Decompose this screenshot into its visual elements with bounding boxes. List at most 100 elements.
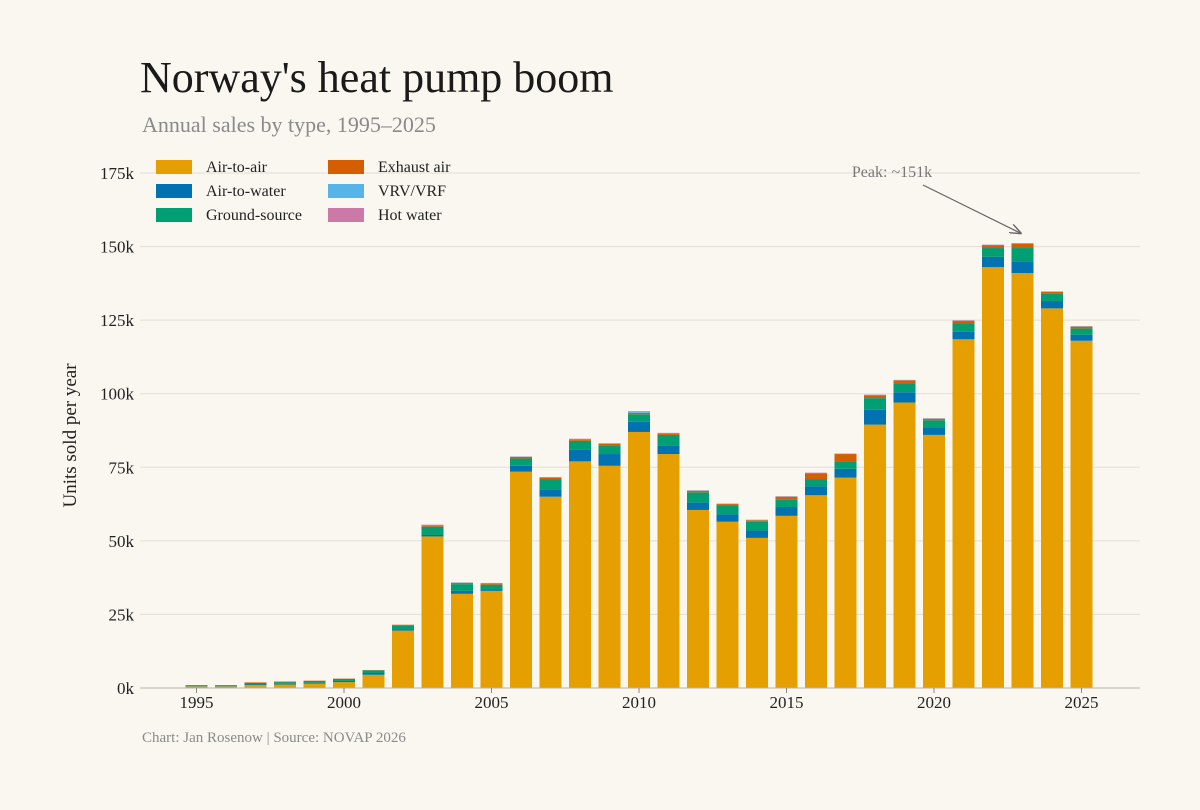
bar-segment: [392, 624, 414, 626]
legend-label: Exhaust air: [378, 159, 451, 176]
bar-segment: [1041, 301, 1063, 309]
bars: [185, 243, 1093, 688]
bar-segment: [451, 590, 473, 594]
bar-segment: [1041, 293, 1063, 302]
y-tick-label: 125k: [100, 311, 135, 330]
bar-segment: [215, 685, 237, 687]
bar-segment: [244, 684, 267, 686]
bar-segment: [923, 418, 945, 421]
bar-segment: [864, 409, 886, 425]
bar-segment: [539, 496, 562, 688]
bar-segment: [864, 395, 886, 399]
bar-segment: [775, 515, 798, 688]
x-tick-label: 1995: [180, 693, 214, 712]
bar-segment: [510, 471, 532, 688]
bar-segment: [1011, 248, 1034, 262]
bar-segment: [923, 420, 945, 428]
x-tick-label: 2025: [1065, 693, 1099, 712]
bar-segment: [657, 434, 680, 446]
bar-segment: [185, 686, 208, 688]
bar-segment: [982, 248, 1004, 257]
bar-segment: [1041, 308, 1063, 688]
bar-segment: [746, 520, 768, 522]
bar-segment: [451, 584, 473, 591]
bar-segment: [510, 458, 532, 466]
bar-segment: [923, 427, 945, 435]
bar-segment: [716, 521, 739, 688]
bar-segment: [982, 267, 1004, 688]
bar-segment: [569, 461, 591, 688]
bar-segment: [923, 434, 945, 688]
legend-swatch: [156, 160, 192, 174]
legend-label: Air-to-air: [206, 159, 268, 176]
bar-segment: [1070, 326, 1093, 329]
bar-segment: [893, 383, 916, 393]
annotation-arrow: [922, 184, 1021, 233]
source-caption: Chart: Jan Rosenow | Source: NOVAP 2026: [142, 730, 406, 746]
bar-segment: [687, 509, 709, 688]
bar-segment: [480, 589, 503, 591]
bar-segment: [746, 521, 768, 531]
bar-segment: [1070, 328, 1093, 335]
legend-label: VRV/VRF: [378, 183, 446, 200]
legend-swatch: [328, 184, 364, 198]
bar-segment: [1070, 334, 1093, 341]
bar-segment: [834, 477, 857, 688]
x-tick-label: 2020: [917, 693, 951, 712]
bar-segment: [215, 686, 237, 688]
bar-segment: [864, 398, 886, 410]
bar-segment: [982, 245, 1004, 249]
bar-segment: [244, 682, 267, 683]
bar-segment: [569, 440, 591, 450]
bar-segment: [480, 590, 503, 688]
chart-title: Norway's heat pump boom: [140, 53, 614, 102]
bar-segment: [569, 439, 591, 441]
bar-segment: [539, 479, 562, 490]
bar-segment: [1070, 340, 1093, 688]
y-tick-label: 25k: [109, 605, 135, 624]
bar-segment: [362, 674, 385, 688]
bar-segment: [893, 402, 916, 688]
x-tick-label: 2005: [475, 693, 509, 712]
y-tick-label: 50k: [109, 532, 135, 551]
y-axis-label: Units sold per year: [60, 363, 81, 508]
legend-swatch: [328, 160, 364, 174]
bar-segment: [657, 445, 680, 455]
legend: Air-to-air Air-to-water Ground-source Exhau…: [156, 159, 451, 224]
bar-segment: [598, 445, 621, 455]
bar-segment: [893, 380, 916, 384]
bar-segment: [303, 680, 326, 683]
bar-segment: [1011, 261, 1034, 274]
bar-segment: [834, 461, 857, 469]
x-tick-label: 2000: [327, 693, 361, 712]
bar-segment: [952, 331, 975, 340]
y-tick-label: 0k: [117, 679, 135, 698]
bar-segment: [303, 683, 326, 688]
peak-annotation: Peak: ~151k: [852, 164, 1021, 233]
bar-segment: [421, 526, 444, 535]
bar-segment: [982, 256, 1004, 268]
bar-segment: [510, 456, 532, 459]
bar-segment: [569, 449, 591, 462]
legend-label: Hot water: [378, 207, 442, 224]
bar-segment: [421, 534, 444, 537]
bar-segment: [333, 680, 355, 683]
annotation-label: Peak: ~151k: [852, 164, 932, 181]
bar-segment: [539, 477, 562, 480]
chart-subtitle: Annual sales by type, 1995–2025: [142, 112, 436, 137]
bar-segment: [834, 468, 857, 478]
bar-segment: [805, 495, 827, 688]
legend-swatch: [156, 184, 192, 198]
y-tick-label: 75k: [109, 458, 135, 477]
bar-segment: [628, 431, 650, 688]
bar-segment: [421, 525, 444, 527]
bar-segment: [362, 670, 385, 673]
bar-segment: [628, 421, 650, 432]
bar-segment: [805, 473, 827, 480]
bar-segment: [952, 339, 975, 688]
bar-segment: [687, 492, 709, 503]
bar-segment: [805, 479, 827, 487]
bar-segment: [598, 443, 621, 446]
y-tick-label: 150k: [100, 238, 135, 257]
